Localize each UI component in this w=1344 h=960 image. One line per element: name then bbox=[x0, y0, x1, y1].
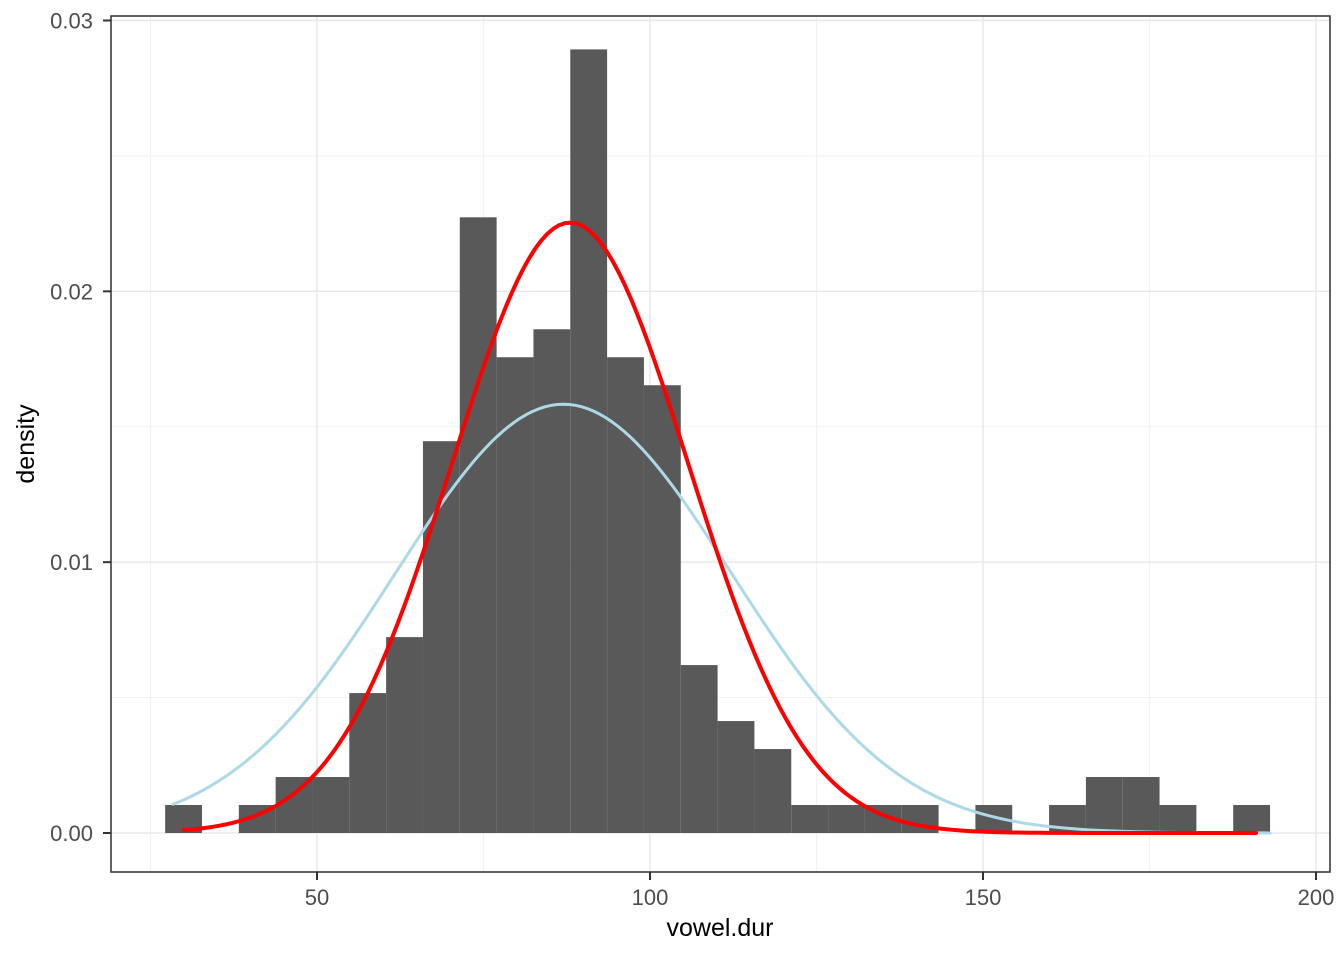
histogram-bar bbox=[312, 777, 350, 833]
axis-tick-labels: 50 100 150 200 0.00 0.01 0.02 0.03 bbox=[50, 9, 1334, 910]
histogram-bar bbox=[754, 749, 792, 833]
panel-border-rect bbox=[110, 15, 1331, 873]
histogram-bars bbox=[165, 49, 1271, 834]
histogram-bar bbox=[717, 721, 755, 833]
x-tick-label: 200 bbox=[1298, 885, 1335, 910]
histogram-bar bbox=[1085, 777, 1123, 833]
histogram-bar bbox=[1122, 777, 1160, 833]
y-tick-label: 0.02 bbox=[50, 279, 93, 304]
axis-tick-marks bbox=[103, 19, 1317, 880]
lightblue-normal-curve bbox=[171, 402, 1272, 835]
histogram-bar bbox=[643, 385, 681, 833]
density-curves bbox=[171, 220, 1272, 835]
x-tick-label: 150 bbox=[965, 885, 1002, 910]
panel-border bbox=[110, 15, 1331, 873]
x-axis-title: vowel.dur bbox=[667, 914, 774, 942]
minor-gridlines bbox=[111, 16, 1330, 872]
histogram-bar bbox=[570, 49, 608, 834]
histogram-bar bbox=[459, 217, 497, 833]
histogram-bar bbox=[680, 665, 718, 833]
histogram-bar bbox=[496, 357, 534, 833]
histogram-bar bbox=[533, 329, 571, 833]
histogram-bar bbox=[422, 441, 460, 833]
histogram-bar bbox=[828, 805, 865, 833]
y-tick-label: 0.03 bbox=[50, 9, 93, 34]
y-tick-label: 0.01 bbox=[50, 550, 93, 575]
y-axis-title: density bbox=[12, 404, 40, 484]
x-tick-label: 100 bbox=[632, 885, 669, 910]
histogram-bar bbox=[791, 805, 829, 833]
histogram-bar bbox=[386, 637, 423, 833]
red-normal-curve bbox=[181, 220, 1259, 835]
histogram-bar bbox=[1233, 805, 1271, 833]
histogram-bar bbox=[1159, 805, 1197, 833]
histogram-bar bbox=[275, 777, 313, 833]
y-tick-label: 0.00 bbox=[50, 821, 93, 846]
x-tick-label: 50 bbox=[305, 885, 329, 910]
histogram-bar bbox=[607, 357, 644, 833]
